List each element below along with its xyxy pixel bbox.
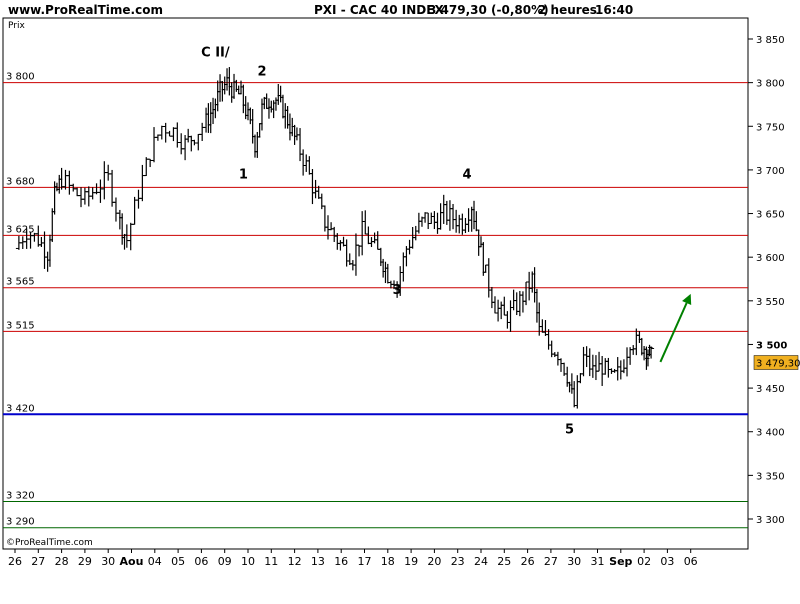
- wave-label: 5: [565, 422, 574, 437]
- x-tick-label: 29: [78, 555, 92, 568]
- x-tick-label: 23: [451, 555, 465, 568]
- x-tick-label: 02: [637, 555, 651, 568]
- x-tick-label: 11: [264, 555, 278, 568]
- copyright-label: ©ProRealTime.com: [6, 538, 93, 548]
- x-tick-label: 28: [55, 555, 69, 568]
- x-tick-label: 16: [334, 555, 348, 568]
- x-tick-label: Sep: [609, 555, 632, 568]
- level-label: 3 420: [6, 403, 35, 414]
- x-tick-label: 26: [8, 555, 22, 568]
- x-tick-label: 05: [171, 555, 185, 568]
- wave-label: C II/: [201, 45, 230, 60]
- x-tick-label: 09: [218, 555, 232, 568]
- x-tick-label: 17: [358, 555, 372, 568]
- y-tick-label: 3 650: [756, 210, 785, 221]
- projection-arrow: [659, 293, 692, 363]
- timeframe-label: 2 heures: [538, 3, 597, 17]
- x-axis: 26 27 28 29 30 Aou 04 05 06 09 10 11 12 13 16 17 18 19 20 2…: [8, 549, 698, 568]
- y-tick-label: 3 800: [756, 79, 785, 90]
- last-quote: 3 479,30 (-0,80%): [428, 3, 549, 17]
- x-tick-label: 24: [474, 555, 488, 568]
- x-tick-label: Aou: [120, 555, 144, 568]
- x-tick-label: 31: [591, 555, 605, 568]
- y-tick-label: 3 350: [756, 471, 785, 482]
- level-label: 3 290: [6, 517, 35, 528]
- instrument-title: PXI - CAC 40 INDEX: [314, 3, 444, 17]
- y-tick-label: 3 450: [756, 384, 785, 395]
- x-tick-label: 06: [194, 555, 208, 568]
- x-tick-label: 27: [544, 555, 558, 568]
- x-tick-label: 30: [567, 555, 581, 568]
- x-tick-label: 27: [31, 555, 45, 568]
- y-tick-label: 3 700: [756, 166, 785, 177]
- last-price-label: 3 479,30: [756, 359, 800, 370]
- price-bars: [15, 67, 655, 409]
- arrow-head: [682, 293, 692, 306]
- y-tick-label: 3 550: [756, 297, 785, 308]
- y-tick-label: 3 300: [756, 515, 785, 526]
- x-tick-label: 12: [288, 555, 302, 568]
- level-label: 3 800: [6, 72, 35, 83]
- level-label: 3 565: [6, 277, 35, 288]
- arrow-shaft: [659, 302, 688, 363]
- y-tick-label: 3 850: [756, 35, 785, 46]
- x-tick-label: 26: [521, 555, 535, 568]
- plot-frame: [2, 17, 749, 550]
- site-label: www.ProRealTime.com: [8, 3, 163, 17]
- x-tick-label: 30: [101, 555, 115, 568]
- level-label: 3 680: [6, 176, 35, 187]
- x-tick-label: 04: [148, 555, 162, 568]
- wave-label: 3: [393, 283, 402, 298]
- x-tick-label: 13: [311, 555, 325, 568]
- level-label: 3 515: [6, 320, 35, 331]
- y-tick-label: 3 600: [756, 253, 785, 264]
- y-tick-label: 3 400: [756, 428, 785, 439]
- x-tick-label: 20: [427, 555, 441, 568]
- y-axis-title: Prix: [8, 21, 25, 31]
- level-label: 3 320: [6, 491, 35, 502]
- last-price-box: [753, 355, 799, 370]
- y-tick-label: 3 750: [756, 122, 785, 133]
- time-label: 16:40: [595, 3, 633, 17]
- x-tick-label: 19: [404, 555, 418, 568]
- y-axis: 3 300 3 350 3 400 3 450 3 500 3 550 3 600 3 650…: [748, 35, 800, 526]
- wave-label: 2: [257, 65, 266, 80]
- x-tick-label: 03: [660, 555, 674, 568]
- horizontal-levels: 3 800 3 680 3 625 3 565 3 515 3 420 3 320 3 290: [3, 72, 748, 529]
- level-label: 3 625: [6, 224, 35, 235]
- x-tick-label: 18: [381, 555, 395, 568]
- wave-label: 1: [239, 168, 248, 183]
- x-tick-label: 10: [241, 555, 255, 568]
- x-tick-label: 06: [684, 555, 698, 568]
- wave-labels: C II/2 1 4 3 5: [201, 45, 574, 437]
- x-tick-label: 25: [497, 555, 511, 568]
- y-tick-label: 3 500: [756, 340, 787, 351]
- wave-label: 4: [462, 168, 471, 183]
